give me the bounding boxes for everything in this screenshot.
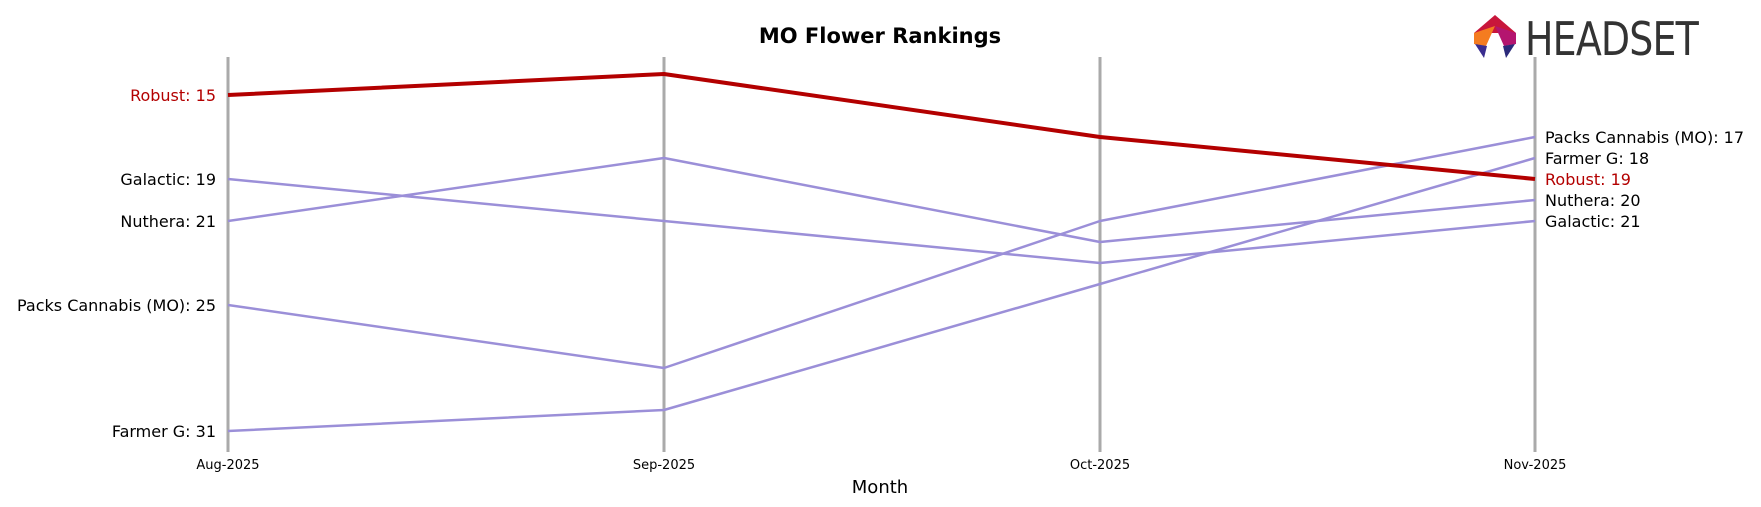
series-line-robust [227, 72, 1536, 181]
x-tick-nov-2025: Nov-2025 [1504, 458, 1567, 473]
x-tick-aug-2025: Aug-2025 [196, 458, 259, 473]
right-label-farmer-g: Farmer G: 18 [1545, 149, 1649, 168]
x-tick-oct-2025: Oct-2025 [1070, 458, 1130, 473]
right-label-galactic: Galactic: 21 [1545, 212, 1641, 231]
logo-wordmark: HEADSET [1525, 12, 1700, 66]
left-label-robust: Robust: 15 [130, 86, 216, 105]
left-label-nuthera: Nuthera: 21 [120, 212, 216, 231]
series-line-packs-cannabis-mo [227, 135, 1536, 370]
x-axis-label: Month [852, 477, 908, 498]
headset-hexagon-logo-icon [1474, 15, 1516, 58]
x-tick-sep-2025: Sep-2025 [633, 458, 695, 473]
series-line-farmer-g [227, 156, 1536, 433]
left-label-galactic: Galactic: 19 [120, 170, 216, 189]
headset-logo: HEADSET [1474, 12, 1701, 66]
right-rank-labels: Packs Cannabis (MO): 17 Farmer G: 18 Robus… [1545, 128, 1744, 231]
series-lines [227, 72, 1536, 433]
left-label-packs-cannabis-mo: Packs Cannabis (MO): 25 [17, 296, 216, 315]
left-label-farmer-g: Farmer G: 31 [112, 422, 216, 441]
chart-title: MO Flower Rankings [759, 24, 1001, 48]
series-line-nuthera [227, 156, 1536, 244]
left-rank-labels: Robust: 15 Galactic: 19 Nuthera: 21 Packs C… [17, 86, 216, 441]
right-label-nuthera: Nuthera: 20 [1545, 191, 1641, 210]
vertical-gridlines [226, 57, 1537, 452]
right-label-packs-cannabis-mo: Packs Cannabis (MO): 17 [1545, 128, 1744, 147]
x-tick-labels: Aug-2025 Sep-2025 Oct-2025 Nov-2025 [196, 458, 1566, 473]
series-line-galactic [227, 177, 1536, 265]
right-label-robust: Robust: 19 [1545, 170, 1631, 189]
